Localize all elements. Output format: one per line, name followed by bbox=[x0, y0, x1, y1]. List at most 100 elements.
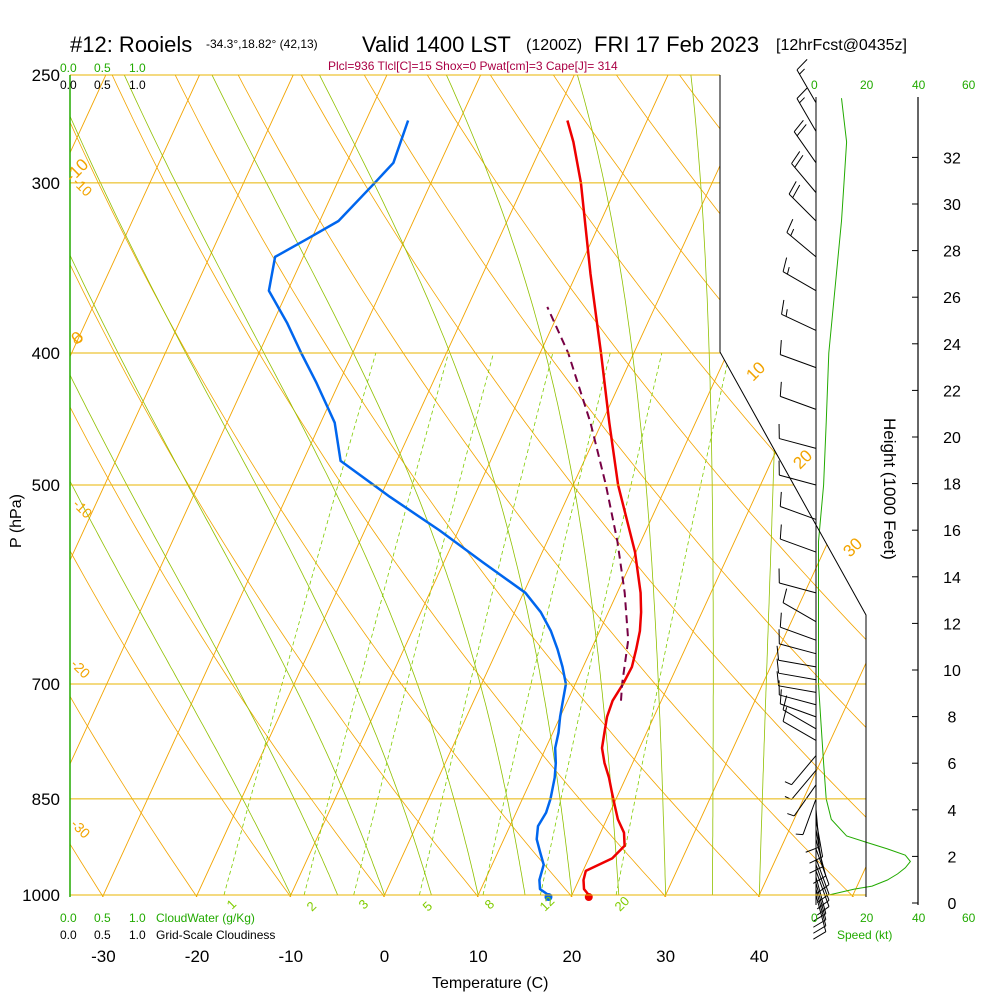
station-coords: -34.3°,18.82° (42,13) bbox=[206, 37, 318, 51]
speed-top-tick-2: 40 bbox=[912, 78, 926, 92]
isotherm-line bbox=[839, 75, 866, 897]
utc-time: (1200Z) bbox=[526, 37, 582, 54]
height-tick-label: 18 bbox=[943, 477, 961, 494]
wind-barb bbox=[813, 894, 827, 940]
pressure-tick-label: 500 bbox=[32, 476, 60, 495]
height-tick-label: 28 bbox=[943, 244, 961, 261]
mixing-ratio-label: 2 bbox=[304, 898, 320, 914]
moist-adiabat-line bbox=[112, 75, 479, 896]
dry-adiabat-line bbox=[412, 75, 866, 897]
height-tick-label: 22 bbox=[943, 383, 961, 400]
moist-adiabat-line bbox=[687, 75, 714, 895]
isotherm-line bbox=[745, 75, 866, 897]
height-tick-label: 4 bbox=[948, 803, 957, 820]
wind-barb bbox=[782, 707, 817, 741]
diagram-edge bbox=[719, 75, 867, 897]
wind-barb bbox=[784, 755, 817, 786]
dry-adiabat-label: -10 bbox=[70, 496, 96, 522]
speed-bottom-tick-1: 20 bbox=[860, 911, 874, 925]
isotherm-line bbox=[70, 75, 212, 897]
pressure-tick-label: 400 bbox=[32, 344, 60, 363]
forecast-date: FRI 17 Feb 2023 bbox=[594, 32, 759, 57]
dry-adiabat-label: -30 bbox=[68, 816, 94, 842]
top-cloudiness-tick-1: 0.5 bbox=[94, 78, 111, 92]
bottom-cloudiness-tick-0: 0.0 bbox=[60, 928, 77, 942]
mixing-ratio-label: 8 bbox=[482, 896, 498, 912]
wind-barb bbox=[778, 568, 817, 594]
speed-top-tick-1: 20 bbox=[860, 78, 874, 92]
moist-adiabat-line bbox=[569, 75, 666, 896]
height-tick-label: 16 bbox=[943, 523, 961, 540]
mixing-ratio-line bbox=[615, 352, 731, 896]
wind-barb bbox=[815, 858, 830, 904]
pressure-tick-label: 250 bbox=[32, 66, 60, 85]
isotherm-line bbox=[89, 75, 493, 897]
wind-barb bbox=[815, 864, 830, 910]
height-tick-label: 12 bbox=[943, 616, 961, 633]
speed-label: Speed (kt) bbox=[837, 928, 892, 942]
wind-barb bbox=[776, 645, 817, 668]
bottom-cloudwater-tick-0: 0.0 bbox=[60, 911, 77, 925]
mixing-ratio-line bbox=[419, 352, 554, 896]
height-tick-label: 24 bbox=[943, 337, 961, 354]
mixing-ratio-label: 12 bbox=[537, 893, 558, 914]
height-tick-label: 26 bbox=[943, 290, 961, 307]
wind-barb bbox=[778, 460, 817, 486]
wind-barb bbox=[788, 181, 817, 222]
temperature-tick-label: 10 bbox=[469, 947, 488, 966]
wind-barb bbox=[778, 680, 817, 706]
dry-adiabat-line bbox=[599, 75, 866, 897]
wind-barb bbox=[809, 829, 824, 874]
moist-adiabat-line bbox=[70, 75, 338, 896]
temperature-tick-label: -20 bbox=[185, 947, 210, 966]
dry-adiabat-line bbox=[474, 75, 866, 897]
wind-panel bbox=[776, 59, 912, 940]
wind-barb bbox=[779, 689, 817, 718]
pressure-tick-label: 1000 bbox=[22, 886, 60, 905]
dry-adiabat-line bbox=[349, 75, 866, 897]
temperature-tick-label: -10 bbox=[279, 947, 304, 966]
valid-time: Valid 1400 LST bbox=[362, 32, 511, 57]
wind-barb bbox=[779, 340, 817, 369]
wind-barb bbox=[782, 257, 817, 292]
stability-indices: Plcl=936 Tlcl[C]=15 Shox=0 Pwat[cm]=3 Ca… bbox=[328, 59, 618, 73]
height-tick-label: 14 bbox=[943, 570, 961, 587]
height-tick-label: 20 bbox=[943, 430, 961, 447]
speed-top-tick-0: 0 bbox=[811, 78, 818, 92]
temperature-tick-label: 30 bbox=[656, 947, 675, 966]
wind-barb bbox=[796, 87, 817, 132]
wind-barb bbox=[786, 218, 817, 258]
forecast-info: [12hrFcst@0435z] bbox=[776, 37, 907, 54]
dry-adiabat-line bbox=[287, 75, 866, 897]
pressure-tick-label: 700 bbox=[32, 675, 60, 694]
temperature-tick-label: 20 bbox=[562, 947, 581, 966]
wind-barb bbox=[779, 612, 817, 641]
speed-bottom-tick-0: 0 bbox=[811, 911, 818, 925]
wind-barb bbox=[787, 784, 817, 817]
wind-barb bbox=[779, 381, 817, 410]
bottom-cloudiness-tick-1: 0.5 bbox=[94, 928, 111, 942]
isotherm-label: 30 bbox=[839, 534, 866, 561]
parcel-trace bbox=[546, 306, 630, 701]
speed-bottom-tick-2: 40 bbox=[912, 911, 926, 925]
wind-barb bbox=[779, 491, 817, 520]
dry-adiabat-line bbox=[70, 75, 217, 897]
top-cloudiness-tick-0: 0.0 bbox=[60, 78, 77, 92]
wind-barb bbox=[813, 882, 827, 928]
bottom-cloudiness-tick-2: 1.0 bbox=[129, 928, 146, 942]
height-tick-label: 30 bbox=[943, 197, 961, 214]
wind-barb bbox=[778, 423, 817, 449]
top-cloudwater-tick-1: 0.5 bbox=[94, 61, 111, 75]
wind-barb bbox=[779, 524, 817, 553]
isotherm-label: 10 bbox=[742, 358, 769, 385]
mixing-ratio-line bbox=[540, 352, 663, 896]
mixing-ratio-label: 1 bbox=[224, 896, 240, 912]
wind-barb bbox=[795, 798, 817, 836]
wind-barb bbox=[805, 809, 820, 853]
wind-barb bbox=[782, 695, 817, 730]
wind-barb bbox=[796, 59, 817, 103]
isotherm-line bbox=[183, 75, 586, 897]
height-axis-title: Height (1000 Feet) bbox=[880, 418, 899, 560]
bottom-cloudwater-tick-1: 0.5 bbox=[94, 911, 111, 925]
